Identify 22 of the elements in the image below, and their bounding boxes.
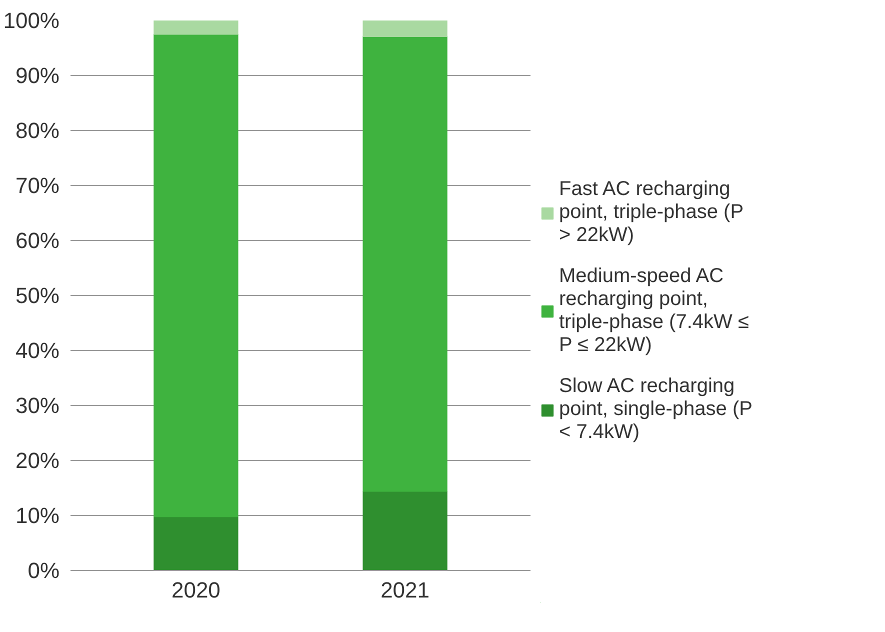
bar bbox=[362, 490, 448, 570]
legend-label: Medium-speed AC recharging point, triple-phase (7.4kW ≤ P ≤ 22kW) bbox=[559, 265, 749, 357]
bar bbox=[154, 20, 238, 35]
y-tick-label: 20% bbox=[15, 448, 60, 473]
y-tick-label: 90% bbox=[15, 63, 60, 88]
y-tick-label: 30% bbox=[15, 393, 60, 418]
bar bbox=[154, 516, 238, 570]
y-tick-label: 40% bbox=[15, 338, 60, 363]
bar bbox=[154, 34, 238, 518]
y-tick-label: 80% bbox=[15, 118, 60, 143]
y-tick-label: 60% bbox=[15, 228, 60, 253]
y-tick-label: 70% bbox=[15, 173, 60, 198]
y-tick-label: 10% bbox=[15, 503, 60, 528]
bar bbox=[362, 36, 448, 492]
x-tick-label: 2020 bbox=[171, 578, 220, 602]
y-tick-label: 100% bbox=[3, 8, 60, 33]
y-tick-label: 0% bbox=[28, 558, 60, 583]
bar bbox=[362, 20, 448, 37]
x-tick-label: 2021 bbox=[380, 578, 430, 602]
legend-label: Slow AC recharging point, single-phase (P < 7.4kW) bbox=[559, 375, 752, 444]
legend-label: Fast AC recharging point, triple-phase (P > 22kW) bbox=[559, 178, 744, 247]
y-tick-label: 50% bbox=[15, 283, 60, 308]
